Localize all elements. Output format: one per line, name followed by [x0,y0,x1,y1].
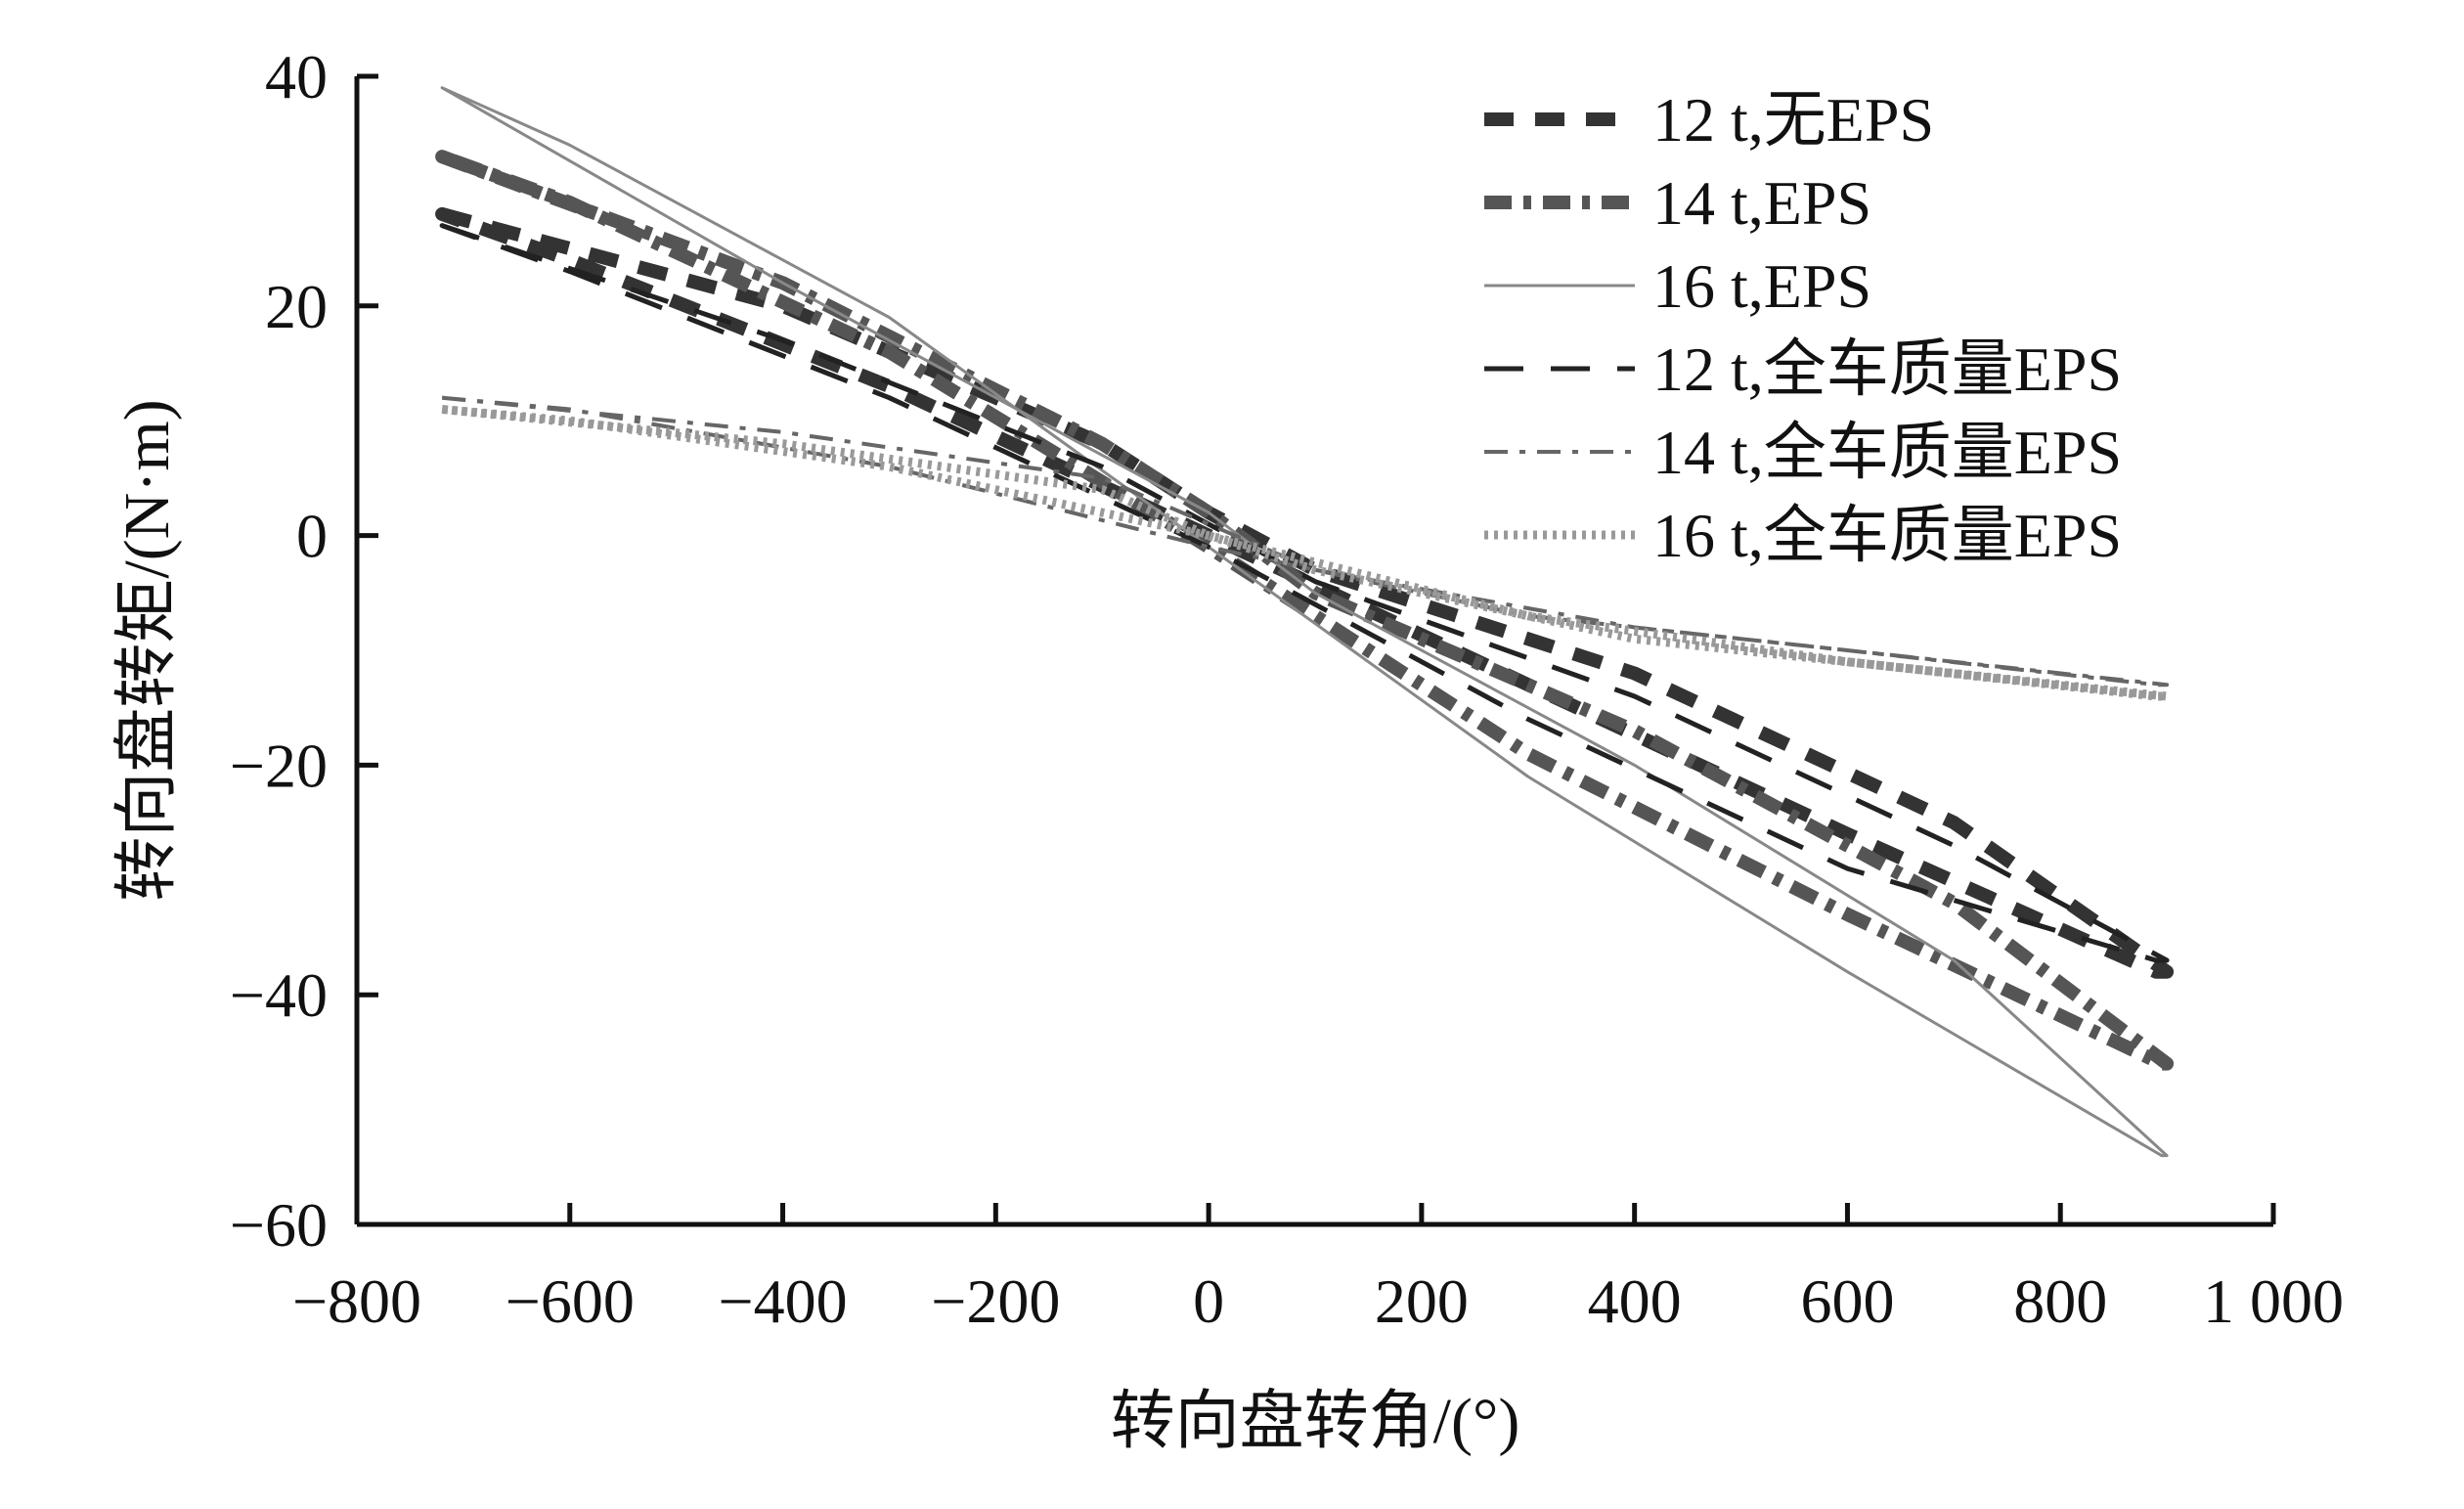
legend-label: 12 t,无EPS [1652,85,1934,155]
legend-label: 16 t,EPS [1652,251,1871,321]
legend: 12 t,无EPS 14 t,EPS 16 t,EPS 12 t,全车质量EPS 14 … [1484,85,2122,570]
x-tick-label: −800 [292,1266,421,1336]
series-line-6 [437,405,2172,701]
series-line-3 [440,86,2169,1158]
series-line-4 [439,223,2170,963]
y-tick-label: −60 [230,1190,328,1260]
series-line-5 [440,395,2170,688]
y-tick-label: 20 [265,272,328,341]
x-ticks: −800 −600 −400 −200 0 200 400 600 800 1 000 [292,1203,2344,1336]
series-line-2 [435,150,2175,1071]
legend-label: 14 t,全车质量EPS [1652,418,2122,487]
x-tick-label: 400 [1588,1266,1682,1336]
series-line-1 [435,206,2175,979]
x-tick-label: 800 [2013,1266,2107,1336]
plot-area: −800 −600 −400 −200 0 200 400 600 800 1 000 40200… [230,42,2344,1336]
y-tick-label: 0 [296,502,328,571]
x-tick-label: 600 [1800,1266,1894,1336]
series-layer [435,86,2175,1158]
x-axis-title: 转向盘转角/(°) [1111,1386,1520,1457]
legend-label: 14 t,EPS [1652,168,1871,238]
x-tick-label: −400 [719,1266,848,1336]
x-tick-label: −600 [506,1266,635,1336]
legend-label: 16 t,全车质量EPS [1652,501,2122,570]
y-axis-title: 转向盘转矩/(N·m) [111,399,183,901]
y-tick-label: 40 [265,42,328,111]
y-ticks: 40 20 0 −20 −40 −60 [230,42,378,1260]
x-tick-label: −200 [931,1266,1060,1336]
x-tick-label: 200 [1375,1266,1469,1336]
x-tick-label: 1 000 [2203,1266,2344,1336]
legend-label: 12 t,全车质量EPS [1652,334,2122,404]
x-tick-label: 0 [1193,1266,1224,1336]
y-tick-label: −20 [230,731,328,800]
y-tick-label: −40 [230,960,328,1030]
